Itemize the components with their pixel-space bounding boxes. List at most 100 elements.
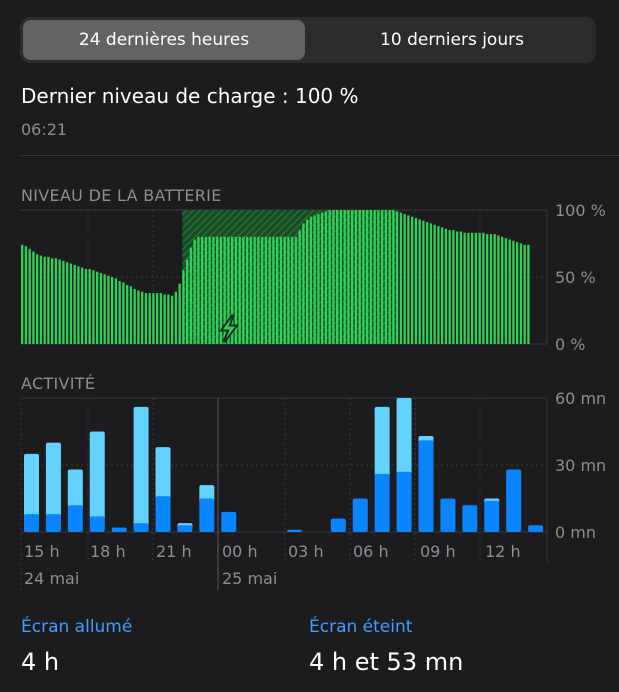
battery-bar <box>107 275 110 344</box>
battery-bar <box>272 236 275 344</box>
battery-bar <box>347 210 350 344</box>
battery-bar <box>444 228 448 344</box>
divider <box>21 155 619 156</box>
battery-bar <box>66 262 69 344</box>
battery-bar <box>69 263 73 344</box>
segment-10-days[interactable]: 10 derniers jours <box>380 30 524 50</box>
battery-bar <box>384 210 388 344</box>
battery-bar <box>156 293 159 344</box>
battery-bar <box>366 210 369 344</box>
screen-on-bar <box>418 440 434 532</box>
battery-bar <box>43 256 46 344</box>
battery-bar <box>141 291 144 344</box>
battery-bar <box>339 210 343 344</box>
battery-bar <box>317 214 320 344</box>
battery-bar <box>212 236 215 344</box>
battery-bar <box>489 234 493 344</box>
x-tick-21h: 21 h <box>156 542 192 561</box>
battery-bar <box>201 236 204 344</box>
battery-bar <box>523 244 526 344</box>
battery-bar <box>261 236 264 344</box>
time-range-segmented-control: 24 dernières heures 10 derniers jours <box>20 17 596 63</box>
battery-bar <box>96 271 99 344</box>
battery-bar <box>137 290 140 344</box>
battery-bar <box>24 246 28 344</box>
screen-on-label: Écran allumé <box>21 617 133 637</box>
battery-bar <box>302 223 305 344</box>
screen-on-bar <box>133 523 149 532</box>
battery-bar <box>118 281 121 344</box>
battery-bar <box>418 219 421 344</box>
activity-title: ACTIVITÉ <box>21 374 96 393</box>
battery-bar <box>396 211 399 344</box>
battery-bar <box>189 247 193 344</box>
battery-bar <box>336 210 339 344</box>
activity-y-tick-30: 30 mn <box>555 456 606 475</box>
battery-bar <box>32 251 35 344</box>
battery-bar <box>167 294 170 344</box>
segment-24-hours[interactable]: 24 dernières heures <box>23 20 305 60</box>
screen-off-bar <box>374 406 390 477</box>
battery-bar <box>133 289 136 344</box>
battery-bar <box>264 236 268 344</box>
battery-y-tick-0: 0 % <box>555 335 585 354</box>
battery-bar <box>377 210 380 344</box>
battery-bar <box>84 268 88 344</box>
battery-bar <box>208 236 211 344</box>
screen-on-bar <box>45 514 61 532</box>
battery-bar <box>223 236 226 344</box>
screen-on-bar <box>440 498 456 532</box>
battery-bar <box>231 236 234 344</box>
x-tick-09h: 09 h <box>420 542 456 561</box>
battery-bar <box>373 210 376 344</box>
battery-bar <box>99 272 103 344</box>
activity-y-tick-60: 60 mn <box>555 389 606 408</box>
battery-bar <box>171 295 174 344</box>
battery-bar <box>122 282 125 344</box>
battery-bar <box>111 277 114 344</box>
battery-bar <box>482 232 485 344</box>
battery-bar <box>407 215 410 344</box>
battery-bar <box>343 210 346 344</box>
battery-bar <box>358 210 361 344</box>
screen-on-value: 4 h <box>21 648 60 676</box>
battery-bars <box>21 210 530 344</box>
screen-on-bar <box>89 516 105 532</box>
battery-bar <box>114 278 118 344</box>
x-tick-18h: 18 h <box>90 542 126 561</box>
screen-on-bar <box>221 511 237 532</box>
screen-on-bar <box>528 525 544 532</box>
battery-bar <box>287 236 290 344</box>
battery-bar <box>283 236 286 344</box>
battery-bar <box>148 293 151 344</box>
screen-off-bar <box>133 406 149 527</box>
last-charge-time: 06:21 <box>21 120 68 139</box>
battery-bar <box>246 236 249 344</box>
last-charge-level: Dernier niveau de charge : 100 % <box>21 84 359 108</box>
screen-off-bar <box>396 398 412 475</box>
battery-bar <box>493 234 496 344</box>
battery-bar <box>51 258 54 344</box>
screen-on-bar <box>111 527 127 532</box>
date-label-24-may: 24 mai <box>24 569 79 588</box>
x-tick-06h: 06 h <box>353 542 389 561</box>
battery-bar <box>227 236 230 344</box>
battery-bar <box>242 236 245 344</box>
activity-y-tick-0: 0 mn <box>555 523 596 542</box>
battery-bar <box>474 232 478 344</box>
battery-bar <box>433 224 436 344</box>
battery-bar <box>328 210 331 344</box>
battery-bar <box>471 232 474 344</box>
screen-on-bar <box>24 514 39 532</box>
screen-on-bar <box>287 529 302 532</box>
battery-bar <box>257 236 260 344</box>
battery-bar <box>354 210 358 344</box>
battery-bar <box>216 236 219 344</box>
battery-y-tick-100: 100 % <box>555 201 606 220</box>
battery-bar <box>152 293 155 344</box>
battery-bar <box>504 238 508 344</box>
screen-off-value: 4 h et 53 mn <box>309 648 464 676</box>
battery-bar <box>298 230 301 344</box>
screen-on-bar <box>199 498 215 532</box>
